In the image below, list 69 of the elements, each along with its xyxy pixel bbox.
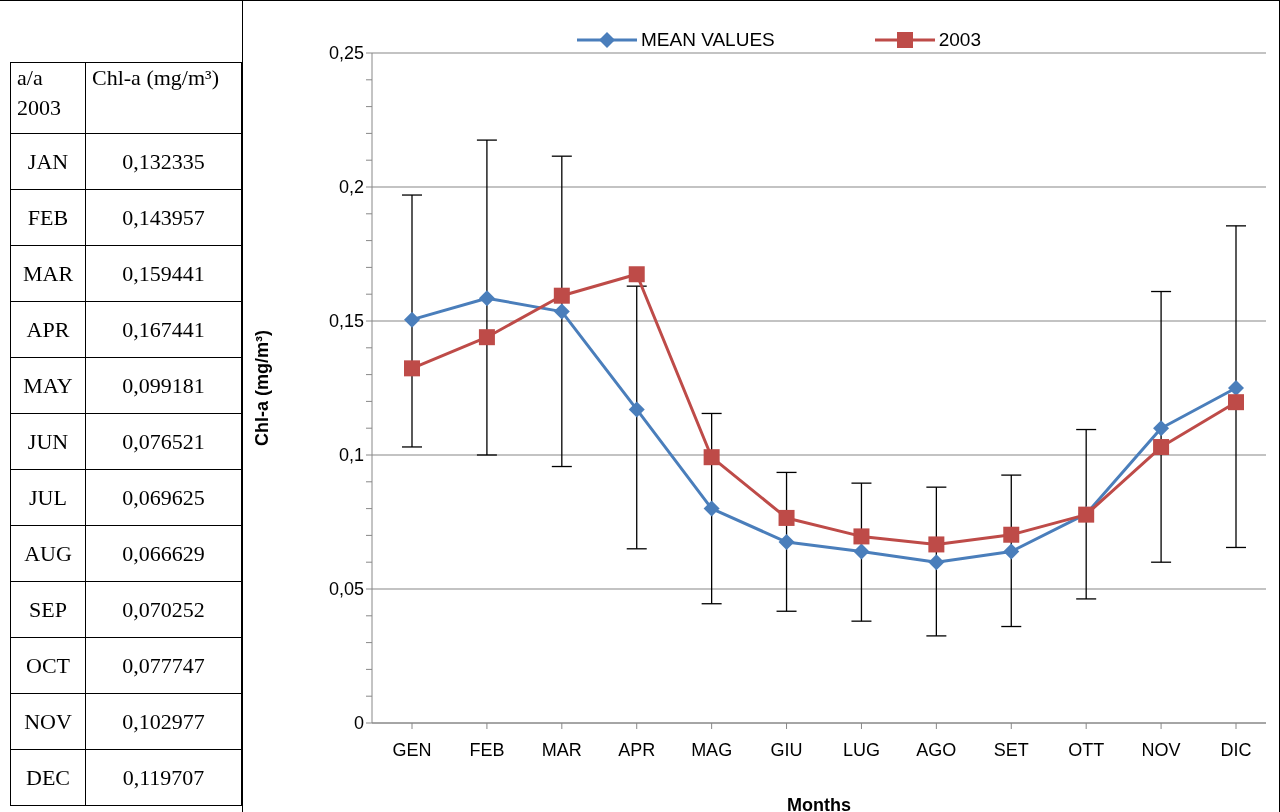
text: a/a 2003 (10, 62, 86, 134)
legend-label: 2003 (938, 29, 982, 51)
y-tick-label: 0,05 (328, 579, 364, 600)
point (703, 500, 720, 517)
x-tick-label: LUG (842, 739, 880, 760)
point (1003, 543, 1020, 560)
text: 0,143957 (122, 204, 205, 230)
text: 0,132335 (122, 148, 205, 174)
point (1228, 394, 1244, 411)
category-label: DEC (10, 749, 86, 806)
point (1153, 439, 1170, 456)
text: 0,076521 (122, 428, 205, 454)
text: 0,077747 (122, 652, 205, 678)
text: 0,159441 (122, 260, 205, 286)
point (1003, 526, 1020, 543)
x-tick-label: MAR (541, 739, 582, 760)
y-tick-label: 0,2 (338, 177, 364, 198)
category-label: JUL (10, 469, 86, 526)
text: 0,066629 (122, 540, 205, 566)
point (553, 287, 570, 304)
legend-label: MEAN VALUES (640, 29, 775, 51)
category-label: APR (10, 301, 86, 358)
point (778, 509, 795, 526)
category-label: OCT (10, 637, 86, 694)
y-axis-title: Chl-a (mg/m³) (252, 330, 273, 446)
x-tick-label: SET (993, 739, 1029, 760)
x-tick-label: NOV (1141, 739, 1181, 760)
y-tick-label: 0,1 (338, 445, 364, 466)
point (778, 534, 795, 551)
x-tick-label: AGO (916, 739, 957, 760)
category-label: JAN (10, 133, 86, 190)
point (628, 401, 645, 418)
x-tick-label: MAG (691, 739, 733, 760)
text: 0,102977 (122, 708, 205, 734)
point (703, 449, 720, 466)
point (1153, 420, 1170, 437)
x-tick-label: OTT (1068, 739, 1105, 760)
category-label: MAY (10, 357, 86, 414)
point (928, 554, 945, 571)
x-axis-title: Months (787, 795, 851, 812)
x-tick-label: APR (618, 739, 656, 760)
text: 0,070252 (122, 596, 205, 622)
text: Chl-a (mg/m³) (85, 62, 242, 134)
category-label: FEB (10, 189, 86, 246)
point (928, 536, 945, 553)
text: 0,069625 (122, 484, 205, 510)
point (478, 290, 495, 307)
point (853, 528, 870, 545)
category-label: AUG (10, 525, 86, 582)
point (478, 329, 495, 346)
point (553, 303, 570, 320)
point (853, 543, 870, 560)
category-label: JUN (10, 413, 86, 470)
x-tick-label: FEB (469, 739, 505, 760)
text: 0,099181 (122, 372, 205, 398)
text: 0,167441 (122, 316, 205, 342)
point (628, 266, 645, 283)
category-label: SEP (10, 581, 86, 638)
x-tick-label: GEN (392, 739, 432, 760)
text: 0,119707 (122, 764, 205, 790)
point (404, 360, 420, 377)
x-tick-label: DIC (1220, 739, 1252, 760)
point (404, 311, 420, 328)
x-tick-label: GIU (770, 739, 803, 760)
category-label: MAR (10, 245, 86, 302)
point (1228, 380, 1244, 396)
y-tick-label: 0 (353, 713, 364, 734)
y-tick-label: 0,15 (328, 311, 364, 332)
y-tick-label: 0,25 (328, 43, 364, 64)
